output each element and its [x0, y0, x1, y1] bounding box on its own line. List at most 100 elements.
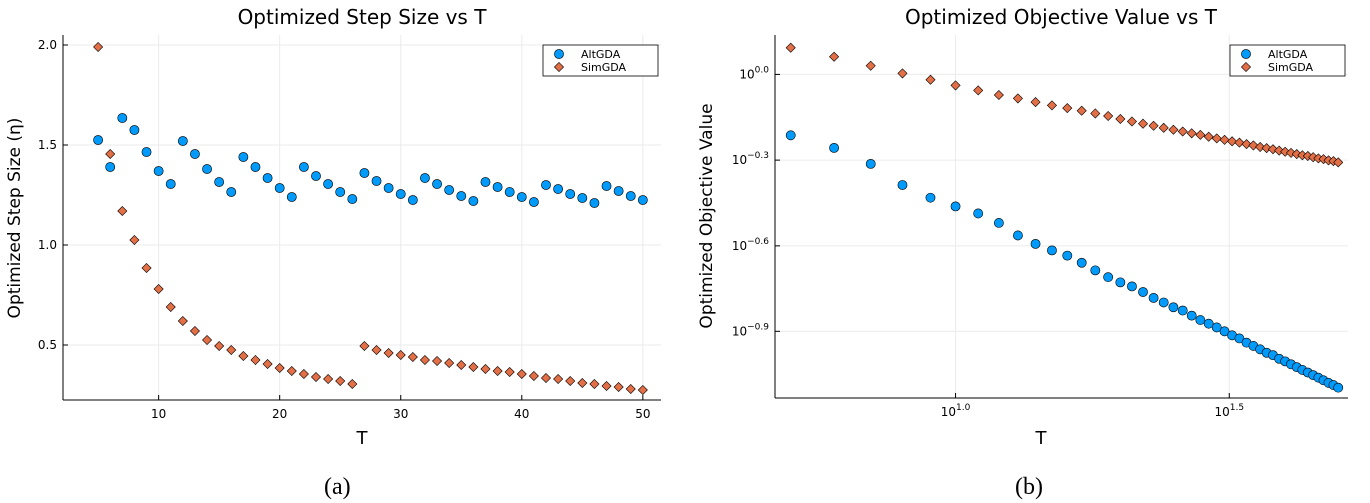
- simgda-point: [516, 368, 527, 380]
- simgda-point: [298, 368, 309, 380]
- simgda-point: [335, 375, 346, 387]
- x-axis-label: T: [356, 428, 369, 449]
- altgda-point: [1138, 287, 1148, 297]
- altgda-point: [1186, 310, 1197, 321]
- altgda-point: [262, 173, 273, 183]
- y-axis-label: Optimized Objective Value: [697, 103, 717, 328]
- altgda-point: [504, 187, 515, 197]
- y-tick-label: 1.0: [38, 238, 57, 252]
- simgda-point: [785, 42, 796, 53]
- altgda-point: [202, 164, 212, 174]
- simgda-point: [105, 148, 116, 160]
- simgda-point: [310, 371, 322, 383]
- simgda-point: [950, 80, 961, 91]
- simgda-point: [865, 60, 876, 71]
- altgda-point: [897, 180, 908, 190]
- altgda-point: [1127, 281, 1137, 292]
- simgda-point: [577, 377, 588, 389]
- x-tick-label: 20: [272, 407, 287, 421]
- altgda-point: [601, 181, 612, 191]
- simgda-point: [444, 357, 455, 369]
- simgda-point: [601, 380, 612, 392]
- altgda-point: [829, 142, 839, 153]
- legend-simgda-label: SimGDA: [1268, 61, 1314, 74]
- y-tick-label: 0.5: [38, 338, 57, 352]
- simgda-point: [226, 344, 237, 356]
- altgda-point: [214, 177, 225, 187]
- simgda-point: [153, 283, 164, 295]
- altgda-point: [492, 182, 503, 192]
- y-tick-label: 10−0.9: [732, 322, 769, 338]
- simgda-point: [1046, 100, 1057, 111]
- simgda-point: [1241, 139, 1252, 150]
- altgda-point: [553, 184, 564, 194]
- y-tick-label: 10−0.6: [732, 237, 769, 253]
- simgda-point: [1062, 103, 1073, 114]
- simgda-point: [528, 370, 539, 382]
- simgda-point: [1137, 118, 1149, 129]
- simgda-point: [165, 301, 176, 313]
- simgda-point: [1012, 93, 1023, 104]
- altgda-point: [993, 218, 1004, 228]
- y-tick-label: 2.0: [38, 38, 57, 52]
- simgda-point: [1203, 131, 1214, 142]
- x-tick-label: 40: [514, 407, 529, 421]
- x-tick-label: 30: [393, 407, 408, 421]
- altgda-point: [1203, 318, 1214, 329]
- simgda-point: [177, 315, 188, 327]
- simgda-point: [1227, 136, 1238, 147]
- simgda-point: [250, 354, 261, 366]
- altgda-point: [1234, 333, 1245, 344]
- altgda-point: [105, 162, 116, 172]
- altgda-point: [950, 201, 961, 212]
- altgda-point: [1047, 245, 1057, 256]
- simgda-point: [323, 373, 334, 385]
- simgda-point: [214, 340, 225, 352]
- altgda-point: [286, 192, 297, 202]
- legend-altgda-marker: [1241, 49, 1251, 59]
- simgda-point: [492, 365, 503, 377]
- altgda-point: [1219, 326, 1230, 337]
- altgda-point: [1076, 257, 1087, 268]
- altgda-point: [117, 113, 128, 123]
- y-tick-label: 10−0.3: [732, 151, 769, 167]
- chart-title: Optimized Objective Value vs T: [905, 5, 1218, 29]
- simgda-point: [456, 359, 467, 371]
- caption-b: (b): [1015, 474, 1043, 500]
- altgda-point: [973, 208, 984, 219]
- simgda-point: [432, 355, 443, 367]
- legend-simgda-marker: [1240, 61, 1252, 73]
- legend-simgda-marker: [553, 61, 565, 73]
- simgda-point: [274, 362, 285, 374]
- simgda-point: [419, 354, 430, 366]
- altgda-point: [444, 185, 455, 195]
- simgda-point: [993, 89, 1004, 101]
- simgda-point: [540, 372, 552, 384]
- simgda-point: [1211, 133, 1222, 144]
- altgda-point: [298, 162, 309, 172]
- altgda-point: [311, 171, 321, 181]
- altgda-point: [1195, 315, 1206, 325]
- simgda-point: [1261, 143, 1272, 154]
- simgda-point: [117, 205, 128, 217]
- altgda-point: [359, 168, 370, 178]
- altgda-point: [407, 195, 418, 205]
- altgda-point: [274, 183, 285, 193]
- altgda-point: [1030, 238, 1041, 249]
- simgda-point: [347, 378, 358, 390]
- simgda-point: [1030, 97, 1041, 108]
- altgda-point: [1103, 272, 1114, 283]
- simgda-point: [565, 375, 576, 387]
- simgda-point: [1126, 116, 1137, 127]
- simgda-point: [1115, 113, 1126, 125]
- altgda-point: [516, 192, 527, 202]
- simgda-point: [1090, 108, 1101, 119]
- altgda-point: [456, 191, 467, 201]
- altgda-point: [589, 198, 600, 208]
- simgda-point: [189, 325, 200, 337]
- simgda-point: [829, 51, 840, 62]
- altgda-point: [480, 177, 491, 187]
- x-axis-label: T: [1035, 428, 1048, 449]
